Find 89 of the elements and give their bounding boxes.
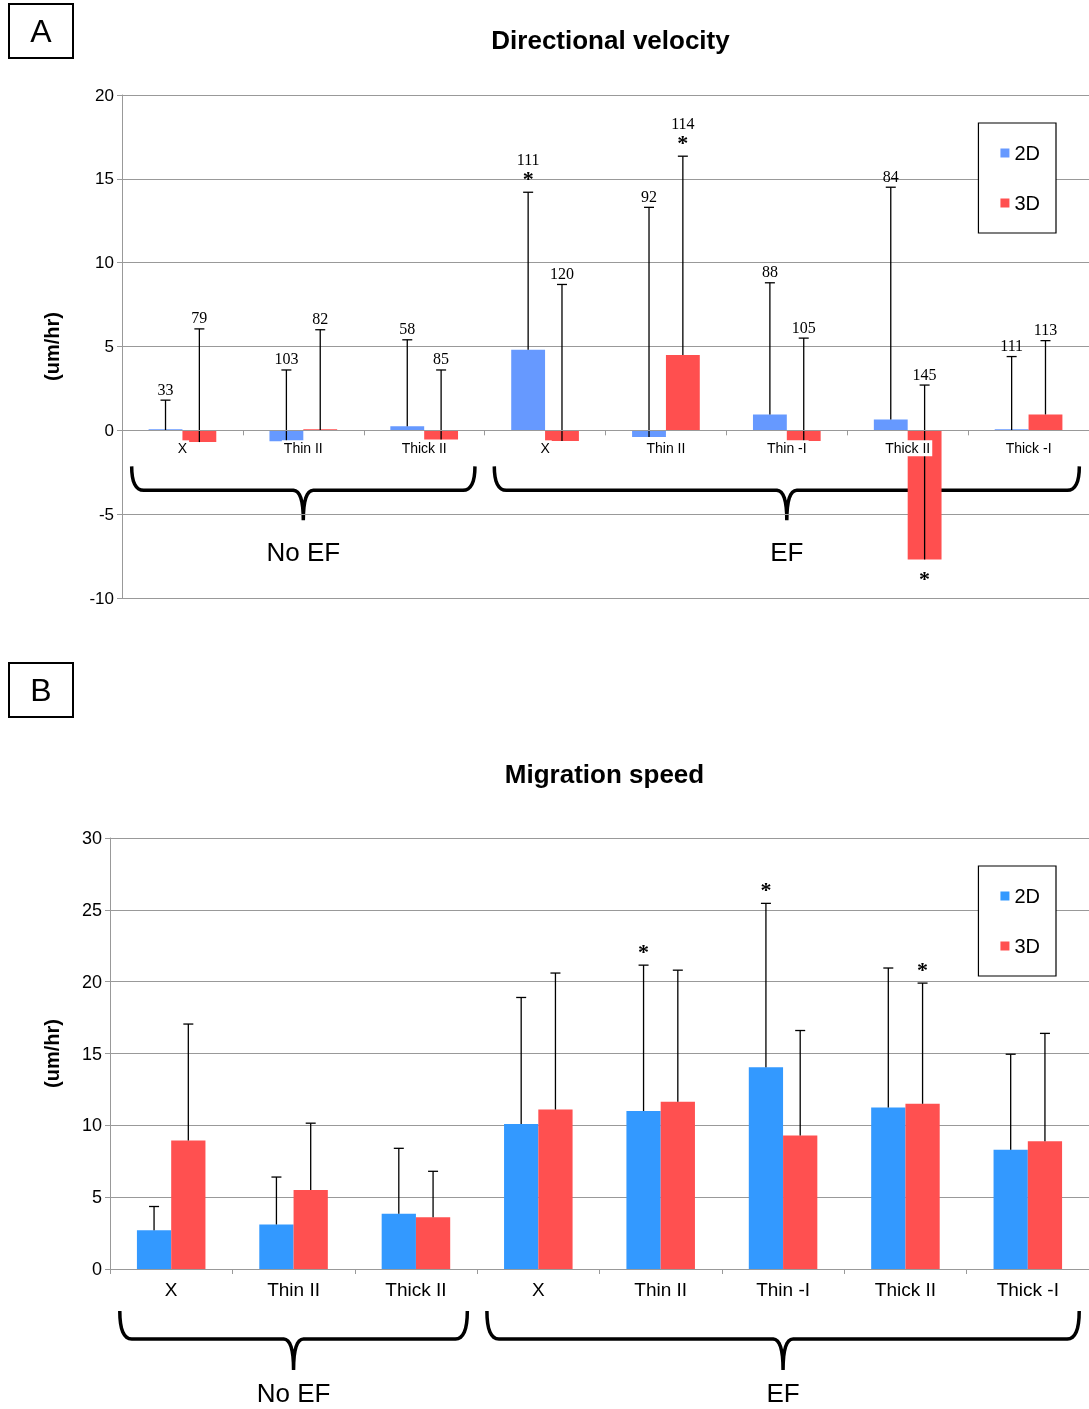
- bar: [171, 1140, 206, 1269]
- annotation: *: [917, 956, 929, 982]
- annotation: 82: [312, 310, 329, 328]
- annotation: 33: [157, 380, 174, 398]
- bar: [626, 1110, 661, 1269]
- bar: [993, 1149, 1028, 1269]
- bar: [381, 1213, 416, 1269]
- y-axis-title: (um/hr): [41, 312, 63, 381]
- text: B: [8, 662, 74, 718]
- x-tick-label: Thick II: [885, 440, 931, 457]
- y-tick-label: -5: [98, 504, 114, 524]
- y-tick-label: -10: [89, 588, 114, 608]
- bar: [538, 1109, 573, 1269]
- x-tick-label: X: [531, 1279, 545, 1300]
- annotation: 120: [549, 264, 574, 282]
- bar: [1027, 1141, 1063, 1269]
- x-tick-label: Thin -I: [766, 440, 807, 457]
- annotation: 145: [912, 365, 937, 383]
- x-tick-label: Thin II: [283, 440, 323, 457]
- chart-title: Directional velocity: [491, 25, 731, 55]
- y-tick-label: 10: [81, 1115, 102, 1136]
- x-tick-label: Thin II: [267, 1279, 320, 1300]
- bar: [783, 1135, 818, 1269]
- text: A: [8, 3, 74, 59]
- bar: [293, 1189, 328, 1269]
- annotation: 88: [761, 263, 778, 281]
- bar: [136, 1230, 172, 1269]
- text: EF: [766, 1378, 800, 1408]
- annotation: *: [677, 129, 689, 155]
- y-tick-label: 30: [81, 828, 102, 848]
- y-tick-label: 15: [81, 1043, 102, 1064]
- annotation: 103: [274, 350, 299, 368]
- annotation: 84: [882, 167, 899, 185]
- x-tick-label: Thick II: [401, 440, 447, 457]
- annotation: 79: [191, 309, 208, 327]
- bar: [511, 349, 546, 431]
- x-tick-label: X: [164, 1279, 178, 1300]
- annotation: *: [522, 165, 534, 191]
- y-tick-label: 10: [95, 253, 114, 273]
- chart-title: Migration speed: [504, 759, 705, 789]
- annotation: *: [919, 565, 931, 591]
- annotation: No EF: [266, 537, 341, 568]
- bar: [390, 426, 425, 431]
- y-tick-label: 20: [95, 85, 114, 105]
- bar: [1028, 414, 1063, 431]
- annotation: 114: [671, 114, 695, 132]
- bar: [905, 1103, 940, 1269]
- annotation: 58: [399, 320, 416, 338]
- bar: [873, 419, 908, 431]
- x-tick-label: Thick II: [385, 1279, 447, 1300]
- annotation: 111: [1000, 337, 1024, 355]
- x-tick-label: Thin II: [634, 1279, 688, 1300]
- legend-label: 3D: [1014, 192, 1041, 214]
- bar: [259, 1224, 294, 1269]
- text: No EF: [256, 1378, 331, 1408]
- annotation: EF: [770, 537, 804, 568]
- bar: [415, 1217, 451, 1269]
- y-tick-label: 5: [104, 337, 114, 356]
- y-tick-label: 5: [91, 1187, 102, 1208]
- x-tick-label: Thin -I: [756, 1279, 810, 1300]
- bar: [665, 354, 700, 431]
- x-tick-label: Thick -I: [996, 1279, 1059, 1300]
- y-tick-label: 0: [91, 1259, 102, 1279]
- annotation: 113: [1033, 321, 1058, 339]
- bar: [752, 414, 787, 431]
- y-tick-label: 25: [81, 899, 102, 920]
- bar: [748, 1067, 784, 1269]
- x-tick-label: Thick II: [874, 1279, 937, 1300]
- annotation: *: [760, 876, 772, 902]
- annotation: 105: [791, 318, 816, 336]
- legend-label: 2D: [1014, 142, 1041, 164]
- x-tick-label: Thick -I: [1005, 440, 1052, 457]
- y-axis-title: (um/hr): [41, 1019, 63, 1088]
- bar: [504, 1123, 539, 1269]
- bar: [871, 1107, 906, 1269]
- x-tick-label: X: [177, 440, 188, 457]
- x-tick-label: Thin II: [646, 440, 686, 457]
- annotation: *: [638, 938, 650, 964]
- annotation: 85: [433, 350, 450, 368]
- y-tick-label: 15: [95, 169, 114, 189]
- x-tick-label: X: [540, 440, 551, 457]
- bar: [660, 1101, 695, 1269]
- y-tick-label: 20: [81, 971, 102, 992]
- annotation: 111: [516, 150, 540, 168]
- bar: [424, 430, 459, 440]
- legend-label: 3D: [1014, 935, 1041, 957]
- y-tick-label: 0: [104, 420, 114, 440]
- annotation: 92: [641, 187, 658, 205]
- legend-label: 2D: [1014, 885, 1041, 907]
